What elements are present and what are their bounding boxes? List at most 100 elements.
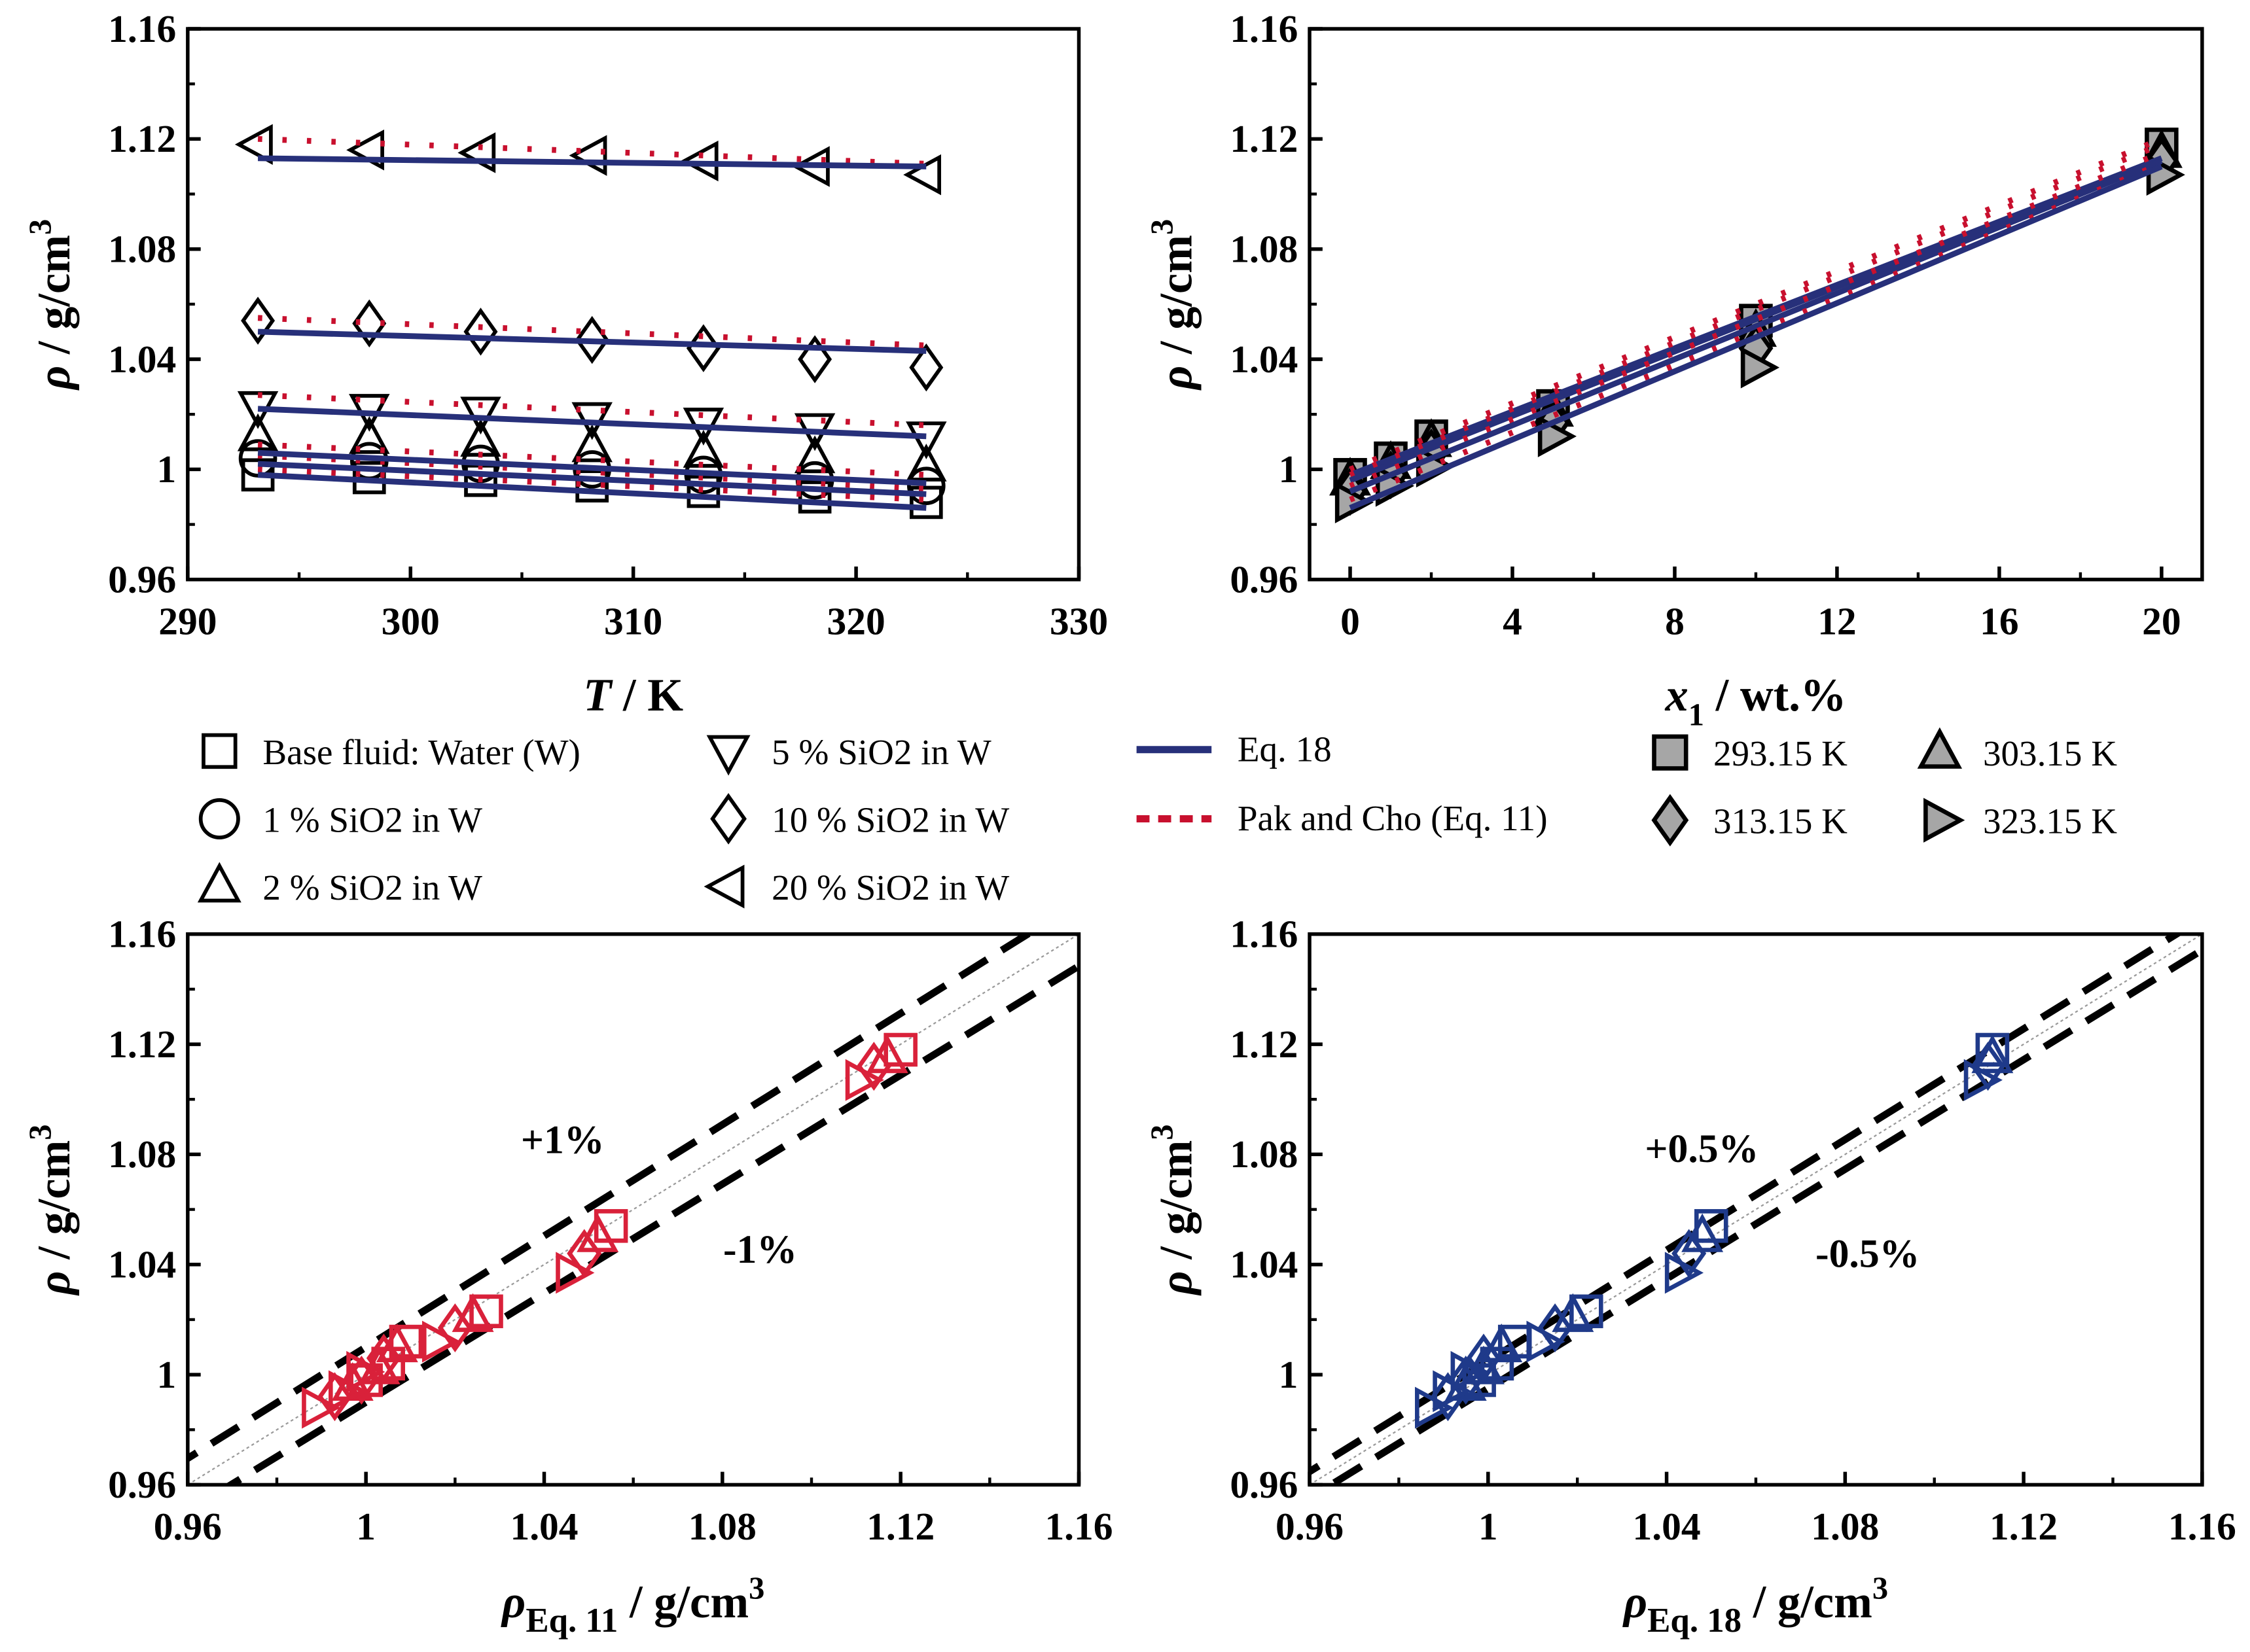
legend-label: Base fluid: Water (W) xyxy=(262,732,580,772)
x-tick-label: 8 xyxy=(1665,599,1685,642)
x-tick-label: 1.04 xyxy=(510,1505,578,1548)
legend-label: 2 % SiO2 in W xyxy=(262,868,482,907)
x-tick-label: 20 xyxy=(2142,599,2181,642)
triangle-up-marker xyxy=(237,413,279,451)
x-unit: / g/cm xyxy=(618,1577,749,1628)
diamond-marker xyxy=(344,1356,379,1405)
triangle-right-marker xyxy=(1963,1059,2003,1101)
triangle-down-marker xyxy=(706,735,751,776)
eq18-line xyxy=(257,328,927,354)
triangle-right-marker xyxy=(1334,481,1374,523)
x-tick-label: 1 xyxy=(356,1505,376,1548)
upper-band-line xyxy=(1310,934,2183,1476)
x-symbol: x xyxy=(1665,670,1688,721)
square-marker xyxy=(687,474,721,508)
eq18-line xyxy=(258,155,927,169)
y-tick-label: 1 xyxy=(156,1353,176,1396)
superscript: 3 xyxy=(24,219,58,235)
square-marker xyxy=(1652,734,1688,771)
y-tick-label: 1.16 xyxy=(108,913,176,956)
diamond-marker xyxy=(1671,1229,1707,1278)
diamond-marker xyxy=(437,1303,473,1352)
lower-band-line xyxy=(224,962,1079,1485)
y-tick-label: 1.16 xyxy=(1230,913,1298,956)
upper-band-label: +1% xyxy=(521,1118,605,1163)
x-tick-label: 1 xyxy=(1478,1505,1498,1548)
circle-marker xyxy=(907,466,946,505)
y-tick-label: 1.08 xyxy=(108,1133,176,1176)
diamond-marker xyxy=(1466,1333,1501,1383)
x-unit: / wt.% xyxy=(1704,670,1846,721)
diamond-marker xyxy=(686,324,721,372)
x-unit: / K xyxy=(611,670,683,721)
eq18-line xyxy=(257,461,927,497)
T-symbol: T xyxy=(583,670,613,721)
y-tick-label: 1 xyxy=(1279,1353,1298,1396)
legend-item: Eq. 18 xyxy=(1136,729,1332,769)
x-tick-label: 290 xyxy=(158,599,217,642)
plot-area xyxy=(187,934,1079,1485)
eq18-line xyxy=(257,406,927,440)
x-tick-label: 1.08 xyxy=(688,1505,757,1548)
plot-area xyxy=(234,124,947,519)
x-unit: / g/cm xyxy=(1741,1577,1872,1628)
superscript: 3 xyxy=(1872,1571,1888,1606)
square-marker xyxy=(202,733,238,769)
plot-frame xyxy=(186,932,1081,1487)
diamond-marker xyxy=(463,308,498,356)
chart-parity-eq18: 0.96 1 1.04 1.08 1.12 1.16 0.96 1 1.04 1.08 1.12 1.… xyxy=(1145,913,2236,1640)
triangle-left-marker xyxy=(680,140,719,182)
lower-band-label: -0.5% xyxy=(1815,1232,1920,1276)
y-tick-label: 0.96 xyxy=(108,558,176,601)
triangle-up-marker xyxy=(452,1293,494,1332)
lower-band-label: -1% xyxy=(723,1227,797,1272)
diamond-marker xyxy=(352,299,387,348)
triangle-up-marker xyxy=(1917,727,1963,769)
chart-parity-eq11: 0.96 1 1.04 1.08 1.12 1.16 0.96 1 1.04 1.08 1.12 1.… xyxy=(24,913,1113,1640)
legend-item: 313.15 K xyxy=(1651,794,1848,847)
triangle-up-marker xyxy=(1480,1323,1523,1363)
legend-label: 1 % SiO2 in W xyxy=(262,800,482,839)
triangle-right-marker xyxy=(1740,346,1779,389)
legend-item: Base fluid: Water (W) xyxy=(202,732,580,772)
x-tick-label: 300 xyxy=(382,599,440,642)
rho-symbol: ρ xyxy=(1151,1271,1202,1295)
legend: Base fluid: Water (W) 1 % SiO2 in W 2 % Si… xyxy=(197,727,2117,909)
y-tick-label: 1.12 xyxy=(108,117,176,160)
legend-item: 10 % SiO2 in W xyxy=(710,793,1009,845)
triangle-up-marker xyxy=(349,416,390,454)
eq18-line xyxy=(257,472,927,511)
upper-band-line xyxy=(187,934,1035,1463)
x-tick-label: 1.16 xyxy=(2168,1505,2236,1548)
legend-label: 10 % SiO2 in W xyxy=(772,800,1009,839)
x-tick-label: 16 xyxy=(1980,599,2018,642)
rho-symbol: ρ xyxy=(501,1577,526,1628)
legend-item: 323.15 K xyxy=(1923,798,2117,843)
triangle-left-marker xyxy=(569,135,607,176)
triangle-right-marker xyxy=(845,1059,884,1101)
diamond-marker xyxy=(856,1042,891,1091)
y-unit: / g/cm xyxy=(1151,235,1202,366)
diamond-marker xyxy=(909,343,944,392)
x-tick-label: 4 xyxy=(1503,599,1522,642)
x-tick-label: 1.08 xyxy=(1811,1505,1879,1548)
eq18-line xyxy=(1349,158,2163,495)
x-axis-title: x1 / wt.% xyxy=(1665,670,1847,732)
diamond-marker xyxy=(798,335,832,383)
plot-area xyxy=(1310,934,2202,1485)
legend-item: 2 % SiO2 in W xyxy=(197,862,482,907)
diamond-marker xyxy=(1448,1356,1484,1405)
legend-label: Pak and Cho (Eq. 11) xyxy=(1238,798,1548,838)
subscript: 1 xyxy=(1688,697,1704,732)
legend-item: Pak and Cho (Eq. 11) xyxy=(1136,798,1548,838)
x-tick-label: 12 xyxy=(1817,599,1856,642)
y-tick-label: 0.96 xyxy=(108,1463,176,1506)
rho-symbol: ρ xyxy=(29,1271,80,1295)
legend-item: 20 % SiO2 in W xyxy=(704,864,1009,909)
y-tick-label: 1.16 xyxy=(108,7,176,50)
legend-label: Eq. 18 xyxy=(1238,729,1332,769)
triangle-up-marker xyxy=(197,862,241,903)
y-unit: / g/cm xyxy=(1151,1140,1202,1271)
y-unit: / g/cm xyxy=(29,235,80,366)
triangle-up-marker xyxy=(906,444,947,482)
